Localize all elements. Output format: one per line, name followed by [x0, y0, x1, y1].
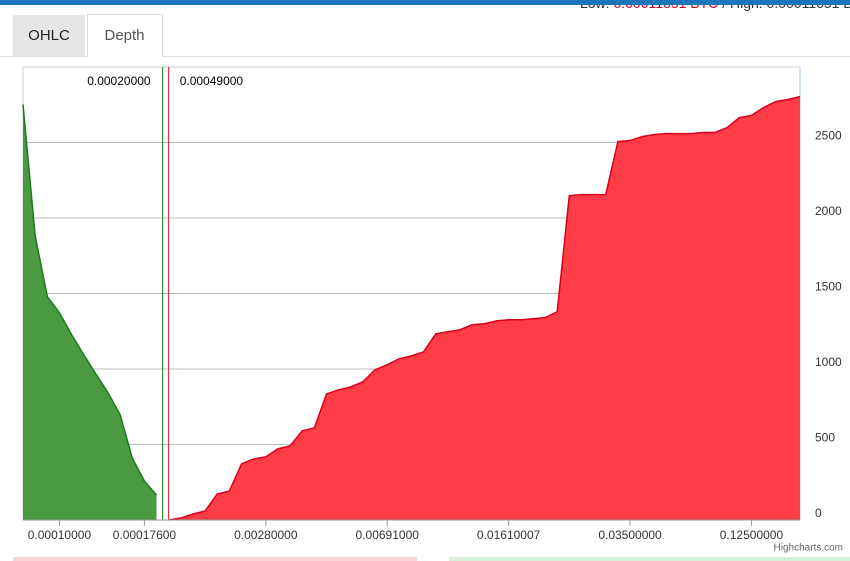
plot-line-label: 0.00020000: [87, 74, 151, 88]
tab-label[interactable]: OHLC: [28, 27, 70, 44]
depth-line: [168, 95, 801, 521]
plot-line-label: 0.00049000: [180, 74, 244, 88]
depth-line: [22, 104, 158, 496]
x-tick-label: 0.03500000: [598, 528, 662, 542]
x-tick-label: 0.00010000: [28, 528, 92, 542]
top-bar: [0, 0, 850, 5]
y2-tick-label: 0: [815, 506, 822, 520]
x-tick-label: 0.12500000: [720, 528, 784, 542]
credit: Highcharts.com: [774, 543, 843, 554]
x-tick-label: 0.00017600: [113, 528, 177, 542]
y2-tick-label: 1500: [815, 280, 842, 294]
y2-tick-label: 2000: [815, 204, 842, 218]
high-value: 0.00011651 BTC: [767, 0, 850, 11]
chart: 02004006008001000050010001500200025000.0…: [22, 66, 843, 554]
high-label: / High:: [722, 0, 762, 11]
low-label: Low:: [580, 0, 610, 11]
depth-area: [23, 104, 157, 520]
y2-tick-label: 1000: [815, 355, 842, 369]
price-range: Low: 0.00011651 BTC / High: 0.00011651 B…: [580, 0, 850, 11]
buy-panel-edge: [449, 557, 850, 561]
tab-label[interactable]: Depth: [104, 27, 144, 44]
y2-tick-label: 2500: [815, 129, 842, 143]
low-value: 0.00011651 BTC: [613, 0, 718, 11]
sell-panel-edge: [13, 557, 417, 561]
y2-tick-label: 500: [815, 431, 835, 445]
tab-depth[interactable]: [87, 14, 163, 58]
depth-area: [168, 96, 800, 520]
x-tick-label: 0.01610007: [477, 528, 541, 542]
tab-ohlc[interactable]: [13, 15, 85, 56]
x-tick-label: 0.00280000: [234, 528, 298, 542]
x-tick-label: 0.00691000: [356, 528, 420, 542]
